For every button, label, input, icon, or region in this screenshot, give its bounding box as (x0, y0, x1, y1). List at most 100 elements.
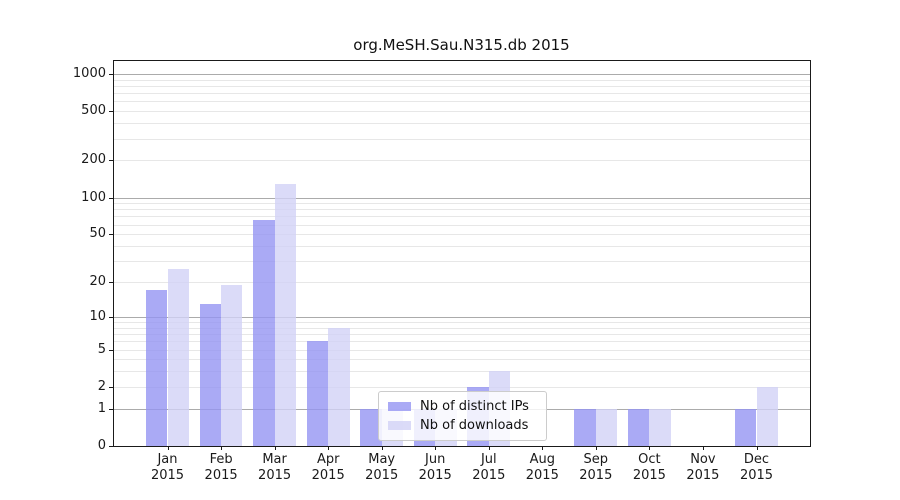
y-gridline-minor (114, 224, 810, 226)
x-tick-mark (702, 446, 704, 450)
y-gridline-minor (114, 79, 810, 81)
x-tick-year: 2015 (150, 467, 185, 483)
x-tick-month: Jan (157, 452, 178, 467)
x-tick-year: 2015 (258, 467, 292, 483)
y-gridline-minor (114, 209, 810, 211)
y-gridline-major (114, 197, 810, 199)
bar-apr-distinct-ips (306, 341, 329, 446)
x-tick-mark (756, 446, 758, 450)
x-tick-month: Feb (209, 452, 233, 467)
x-tick-mark (649, 446, 651, 450)
bar-dec-distinct-ips (735, 408, 757, 446)
x-tick-mark (328, 446, 330, 450)
x-tick-mark (381, 446, 383, 450)
x-tick-label: Mar 2015 (243, 452, 307, 483)
x-tick-year: 2015 (418, 467, 452, 483)
y-tick-label: 500 (81, 103, 106, 119)
legend: Nb of distinct IPs Nb of downloads (378, 391, 547, 441)
x-tick-year: 2015 (579, 467, 613, 483)
bar-oct-downloads (649, 408, 671, 446)
x-tick-label: Apr 2015 (296, 452, 360, 483)
chart-title: org.MeSH.Sau.N315.db 2015 (353, 36, 570, 54)
bar-jan-downloads (167, 268, 189, 446)
y-tick-mark (109, 111, 114, 113)
bar-feb-distinct-ips (199, 303, 222, 446)
x-tick-year: 2015 (739, 467, 774, 483)
distinct-ips-swatch-icon (388, 402, 411, 411)
x-tick-year: 2015 (632, 467, 666, 483)
y-gridline-minor (114, 138, 810, 140)
plot-area: Nb of distinct IPs Nb of downloads 0 1 2 5 1… (73, 60, 811, 483)
y-tick-mark (109, 73, 114, 75)
x-tick-month: May (368, 452, 396, 467)
x-tick-label: Dec 2015 (725, 452, 789, 483)
bar-mar-distinct-ips (253, 219, 275, 446)
x-tick-label: Sep 2015 (564, 452, 628, 483)
y-gridline-minor (114, 160, 810, 162)
x-tick-month: Nov (690, 452, 716, 467)
bar-feb-downloads (221, 284, 243, 446)
x-tick-month: Jul (480, 452, 497, 467)
y-gridline-minor (114, 349, 810, 351)
bar-sep-distinct-ips (574, 408, 596, 446)
y-gridline-minor (114, 234, 810, 236)
x-tick-month: Apr (316, 452, 340, 467)
y-gridline-minor (114, 203, 810, 205)
x-tick-year: 2015 (686, 467, 720, 483)
x-tick-year: 2015 (525, 467, 559, 483)
y-gridline-minor (114, 341, 810, 343)
bar-mar-downloads (274, 184, 296, 446)
x-tick-month: Oct (638, 452, 661, 467)
x-tick-label: Jan 2015 (136, 452, 200, 483)
y-gridline-minor (114, 85, 810, 87)
y-gridline-minor (114, 216, 810, 218)
y-gridline-minor (114, 322, 810, 323)
y-gridline-minor (114, 282, 810, 283)
x-tick-label: Aug 2015 (510, 452, 574, 483)
downloads-swatch-icon (388, 421, 411, 430)
x-tick-label: Jul 2015 (457, 452, 521, 483)
y-gridline-minor (114, 261, 810, 263)
y-tick-label: 5 (97, 341, 106, 357)
y-gridline-minor (114, 123, 810, 125)
legend-item-distinct-ips: Nb of distinct IPs (388, 397, 538, 416)
bar-dec-downloads (756, 386, 778, 446)
x-tick-month: Sep (583, 452, 609, 467)
x-tick-year: 2015 (311, 467, 345, 483)
x-tick-month: Aug (529, 452, 555, 467)
x-tick-label: Nov 2015 (671, 452, 735, 483)
y-tick-label: 200 (81, 152, 106, 168)
x-tick-mark (221, 446, 223, 450)
y-tick-label: 100 (81, 189, 106, 205)
y-tick-label: 0 (97, 438, 106, 453)
y-gridline-minor (114, 246, 810, 247)
x-tick-mark (542, 446, 544, 450)
y-gridline-minor (114, 334, 810, 335)
y-tick-label: 50 (89, 226, 106, 242)
y-tick-mark (109, 160, 114, 162)
x-tick-month: Jun (425, 452, 446, 467)
y-gridline-minor (114, 386, 810, 388)
x-tick-month: Dec (743, 452, 770, 467)
y-gridline-major (114, 316, 810, 318)
y-tick-mark (109, 446, 114, 447)
x-tick-mark (274, 446, 276, 450)
y-gridline-minor (114, 327, 810, 329)
x-tick-year: 2015 (204, 467, 238, 483)
y-gridline-minor (114, 359, 810, 361)
y-gridline-minor (114, 111, 810, 113)
x-tick-mark (167, 446, 169, 450)
y-tick-label: 2 (97, 378, 106, 394)
y-tick-label: 1000 (72, 65, 106, 81)
x-tick-label: Feb 2015 (189, 452, 253, 483)
bar-may-distinct-ips (360, 408, 382, 446)
x-tick-mark (435, 446, 437, 450)
y-tick-label: 1 (97, 400, 106, 416)
y-tick-mark (109, 234, 114, 236)
x-tick-label: Jun 2015 (403, 452, 467, 483)
y-tick-mark (109, 316, 114, 318)
bar-sep-downloads (595, 408, 618, 446)
x-tick-month: Mar (262, 452, 287, 467)
legend-label-distinct-ips: Nb of distinct IPs (420, 399, 529, 414)
